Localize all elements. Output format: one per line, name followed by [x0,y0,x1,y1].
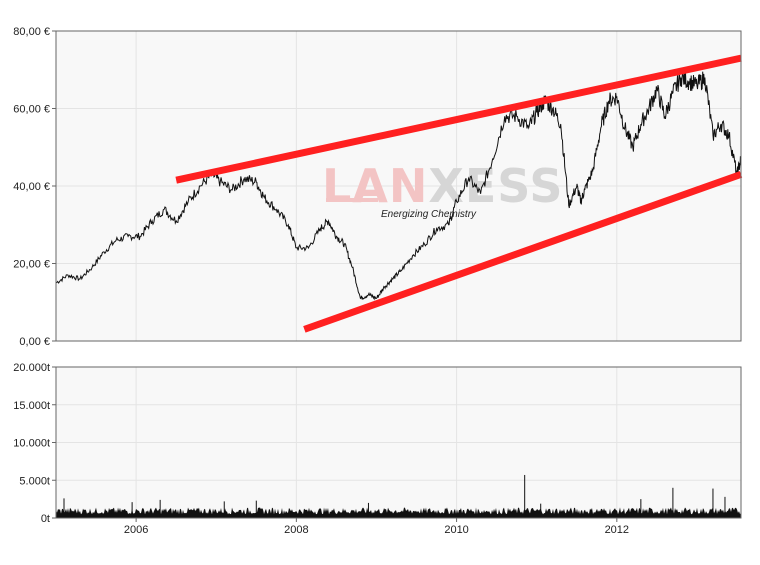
watermark-logo-lan: LAN [322,159,428,213]
volume-y-tick-label: 0t [41,513,50,525]
volume-bars [56,474,741,518]
price-y-tick-label: 20,00 € [13,259,50,271]
x-tick-label: 2010 [444,524,468,536]
watermark-tagline: Energizing Chemistry [381,209,477,220]
price-series [55,70,742,301]
price-line [55,70,742,301]
volume-baseline-bars [56,507,741,518]
volume-y-tick-label: 10.000t [13,438,50,450]
x-tick-label: 2008 [284,524,308,536]
lanxess-watermark: LANXESS Energizing Chemistry [322,159,564,220]
volume-y-tick-label: 20.000t [13,362,50,374]
lower-trendline [303,171,743,333]
price-y-tick-label: 80,00 € [13,26,50,38]
volume-y-axis: 0t 5.000t 10.000t 15.000t 20.000t [13,362,56,525]
x-tick-label: 2012 [605,524,629,536]
watermark-logo: LANXESS [322,159,564,213]
time-x-axis: 2006 2008 2010 2012 [124,518,629,536]
price-y-tick-label: 0,00 € [19,336,50,348]
trend-channel [175,54,743,333]
volume-y-tick-label: 5.000t [19,475,50,487]
x-tick-label: 2006 [124,524,148,536]
volume-y-tick-label: 15.000t [13,400,50,412]
price-y-tick-label: 40,00 € [13,181,50,193]
watermark-underline [326,198,378,202]
price-y-tick-label: 60,00 € [13,104,50,116]
price-y-axis: 0,00 € 20,00 € 40,00 € 60,00 € 80,00 € [13,26,56,348]
upper-trendline [175,54,742,184]
watermark-logo-xess: XESS [428,159,563,213]
